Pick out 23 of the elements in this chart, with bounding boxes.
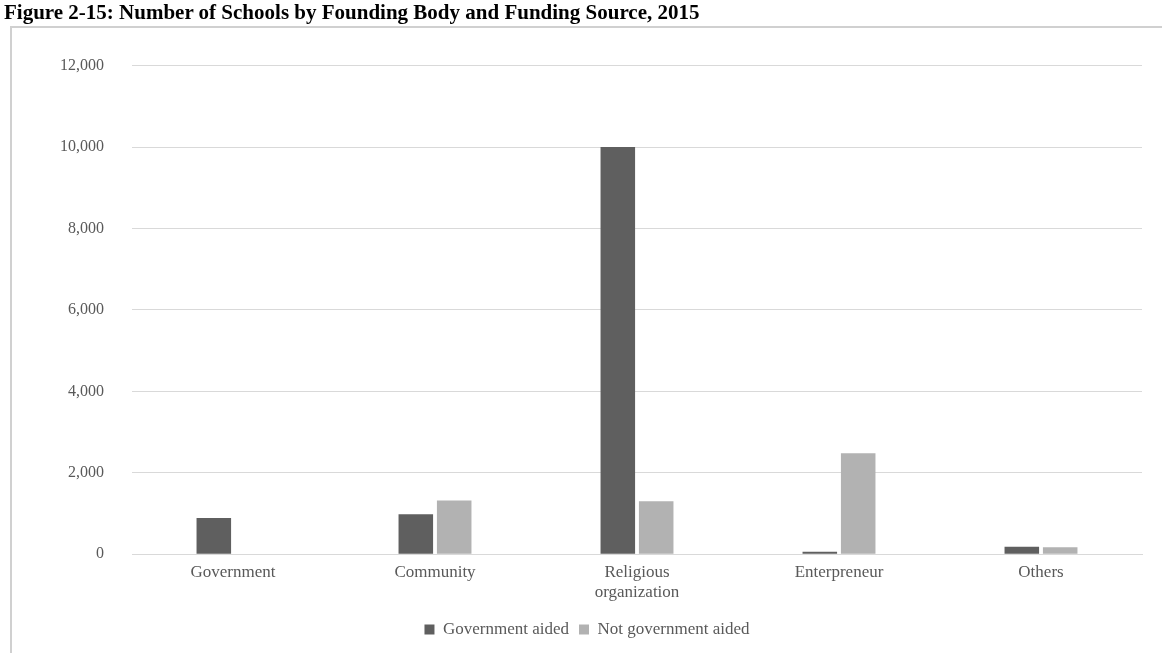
x-tick-label: Religious organization bbox=[594, 561, 680, 602]
bar bbox=[840, 453, 876, 554]
y-tick-label: 12,000 bbox=[60, 55, 104, 73]
bar bbox=[600, 147, 636, 554]
legend-label: Government aided bbox=[442, 618, 570, 638]
x-tick-label: Others bbox=[1018, 561, 1064, 581]
bar bbox=[1004, 546, 1040, 554]
chart-title: Figure 2-15: Number of Schools by Founding Body and Funding Source, 2015 bbox=[4, 0, 700, 25]
bar bbox=[398, 514, 434, 554]
x-tick-label: Enterpreneur bbox=[794, 561, 884, 581]
x-tick-label: Government bbox=[190, 561, 276, 581]
y-tick-label: 0 bbox=[96, 544, 104, 562]
y-tick-label: 8,000 bbox=[68, 218, 104, 236]
y-tick-label: 4,000 bbox=[68, 381, 104, 399]
legend-label: Not government aided bbox=[597, 618, 751, 638]
y-tick-label: 2,000 bbox=[68, 462, 104, 480]
bar bbox=[1042, 547, 1078, 554]
y-tick-label: 10,000 bbox=[60, 137, 104, 155]
x-tick-label: Community bbox=[394, 561, 477, 581]
bar bbox=[638, 501, 674, 554]
bar bbox=[436, 500, 472, 554]
y-tick-label: 6,000 bbox=[68, 300, 104, 318]
bar bbox=[196, 517, 232, 554]
